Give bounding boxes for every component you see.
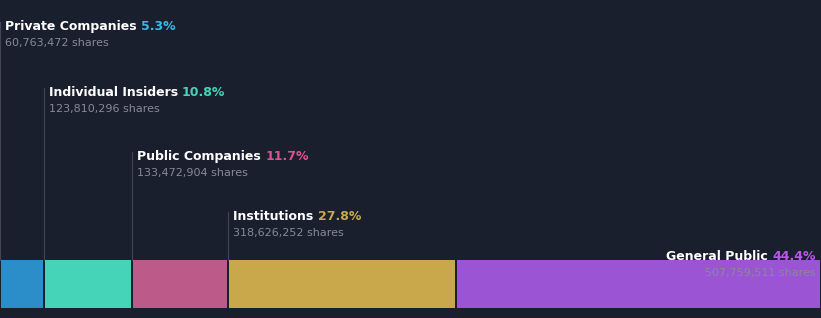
- Text: 60,763,472 shares: 60,763,472 shares: [5, 38, 108, 48]
- Text: Public Companies: Public Companies: [137, 150, 265, 163]
- Text: 507,759,511 shares: 507,759,511 shares: [705, 268, 816, 278]
- Bar: [457, 260, 820, 308]
- Text: Individual Insiders: Individual Insiders: [48, 86, 182, 99]
- Bar: [133, 260, 227, 308]
- Bar: [1, 260, 43, 308]
- Bar: [44, 260, 131, 308]
- Text: 123,810,296 shares: 123,810,296 shares: [48, 104, 159, 114]
- Text: 10.8%: 10.8%: [182, 86, 226, 99]
- Text: 5.3%: 5.3%: [141, 20, 176, 33]
- Text: Private Companies: Private Companies: [5, 20, 141, 33]
- Text: Institutions: Institutions: [233, 210, 318, 223]
- Bar: [229, 260, 456, 308]
- Text: 44.4%: 44.4%: [773, 250, 816, 263]
- Text: General Public: General Public: [667, 250, 773, 263]
- Text: 318,626,252 shares: 318,626,252 shares: [233, 228, 344, 238]
- Text: 27.8%: 27.8%: [318, 210, 361, 223]
- Text: 133,472,904 shares: 133,472,904 shares: [137, 168, 248, 178]
- Text: 11.7%: 11.7%: [265, 150, 309, 163]
